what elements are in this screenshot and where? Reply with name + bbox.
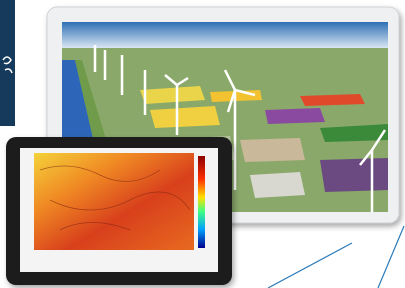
- colorbar: [198, 156, 205, 248]
- heatmap: [34, 153, 194, 250]
- pointer-line: [378, 226, 404, 288]
- illustration: [0, 0, 405, 288]
- page: (() => { const data = JSON.parse(documen…: [0, 0, 405, 288]
- pointer-line: [268, 243, 352, 288]
